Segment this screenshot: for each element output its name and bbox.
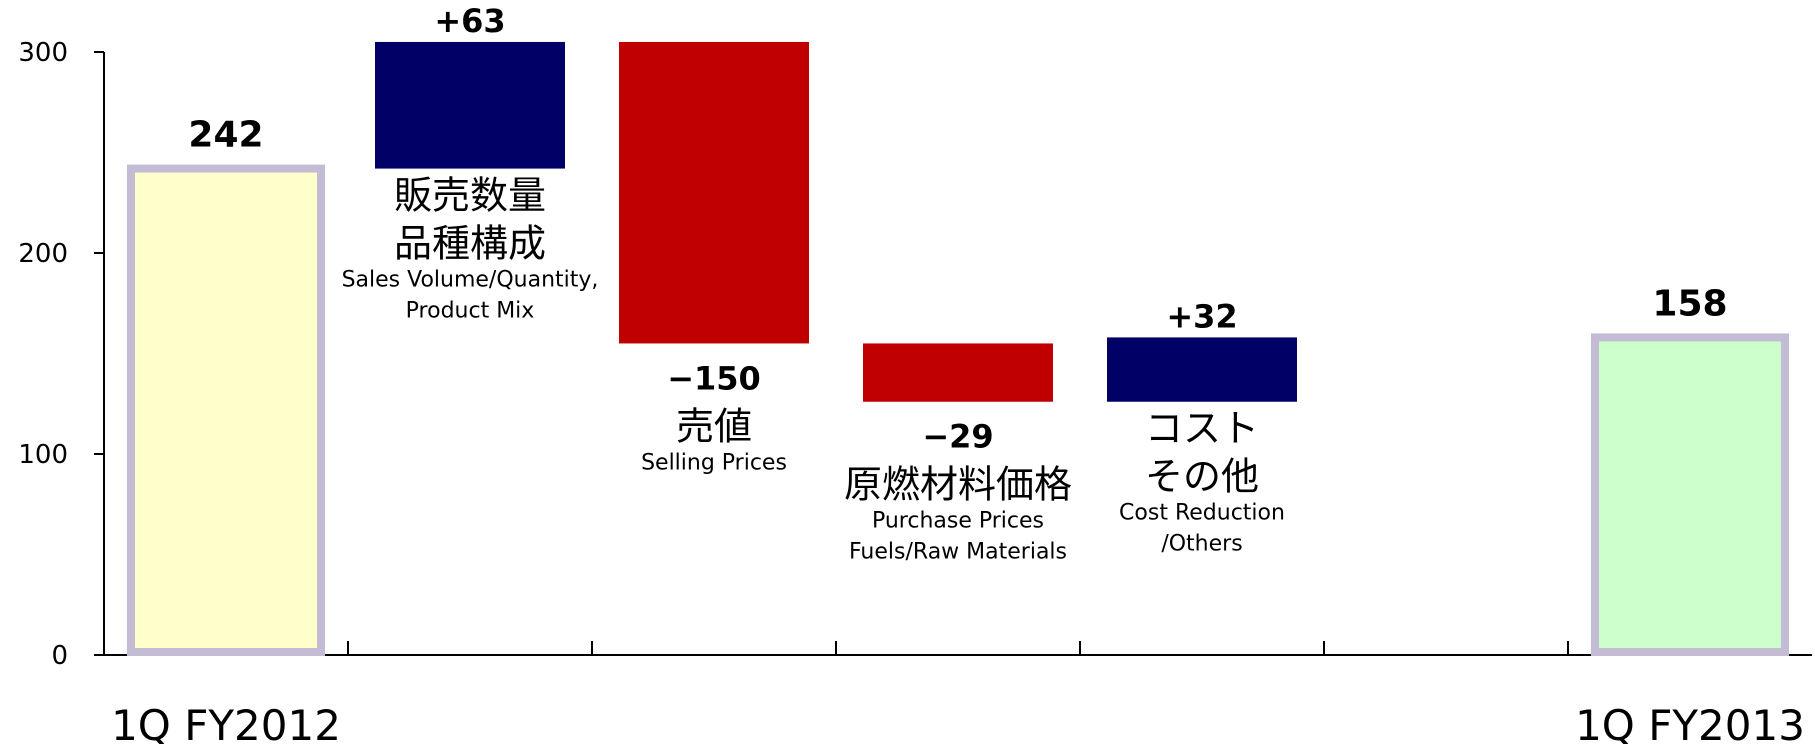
- step-en-label: Fuels/Raw Materials: [849, 540, 1067, 565]
- step-en-label: Selling Prices: [641, 450, 787, 475]
- step-value-label: +32: [1166, 297, 1237, 335]
- y-tick-label: 300: [18, 38, 68, 68]
- end-bar: [1591, 333, 1789, 656]
- y-tick-label: 100: [18, 440, 68, 470]
- step-en-label: /Others: [1161, 532, 1242, 557]
- step-jp-label: コスト: [1145, 407, 1259, 451]
- end-bar-category-label: 1Q FY2013: [1575, 701, 1805, 744]
- step-jp-label: 販売数量: [394, 174, 546, 218]
- end-bar-value-label: 158: [1652, 283, 1727, 324]
- step-en-label: Purchase Prices: [872, 509, 1044, 534]
- step-jp-label: その他: [1145, 455, 1259, 499]
- step-value-label: −150: [667, 359, 761, 397]
- step-value-label: −29: [922, 418, 993, 456]
- step-jp-label: 原燃材料価格: [844, 463, 1072, 507]
- start-bar: [127, 164, 325, 657]
- y-tick-label: 0: [51, 641, 68, 671]
- step-bar-1: [375, 41, 565, 169]
- step-jp-label: 品種構成: [394, 222, 546, 266]
- step-jp-label: 売値: [676, 404, 752, 448]
- step-bar-4: [1107, 337, 1297, 402]
- step-bar-2: [619, 41, 809, 344]
- step-en-label: Sales Volume/Quantity,: [342, 268, 599, 293]
- step-en-label: Cost Reduction: [1119, 501, 1285, 526]
- step-bar-3: [863, 343, 1053, 402]
- y-tick-label: 200: [18, 239, 68, 269]
- step-value-label: +63: [434, 2, 505, 40]
- step-en-label: Product Mix: [406, 299, 535, 324]
- start-bar-category-label: 1Q FY2012: [111, 701, 341, 744]
- start-bar-value-label: 242: [188, 115, 263, 156]
